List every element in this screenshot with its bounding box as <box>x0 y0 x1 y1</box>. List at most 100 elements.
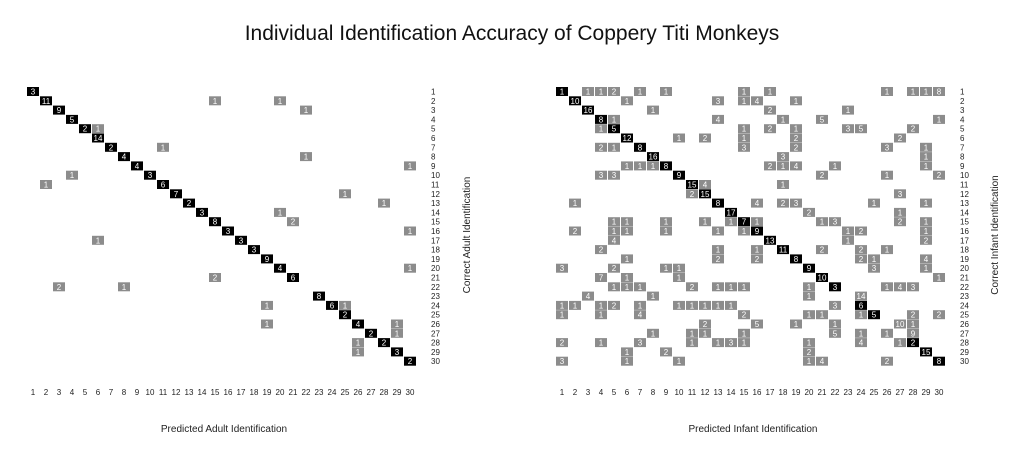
infant-cell: 2 <box>816 245 828 255</box>
infant-cell-value: 2 <box>937 311 942 320</box>
infant-cell-value: 2 <box>859 227 864 236</box>
infant-cell-value: 1 <box>560 301 565 310</box>
infant-cell: 1 <box>712 338 724 348</box>
infant-cell-value: 1 <box>820 311 825 320</box>
infant-cell-value: 3 <box>599 171 604 180</box>
adult-cell-value: 11 <box>42 97 51 106</box>
infant-cell: 1 <box>881 328 893 338</box>
infant-x-tick: 11 <box>688 388 697 397</box>
adult-x-tick: 21 <box>289 388 298 397</box>
infant-cell: 9 <box>907 328 919 338</box>
infant-cell-value: 9 <box>807 264 812 273</box>
adult-x-tick: 13 <box>185 388 194 397</box>
infant-cell: 1 <box>595 310 607 320</box>
infant-cell-rect <box>738 124 750 134</box>
infant-y-tick: 12 <box>960 190 969 199</box>
infant-cell: 1 <box>608 226 620 236</box>
infant-cell: 2 <box>855 245 867 255</box>
infant-cell-rect <box>569 96 581 106</box>
infant-cell-value: 2 <box>820 246 825 255</box>
adult-cell: 1 <box>391 319 403 329</box>
adult-cell-rect <box>391 319 403 329</box>
infant-x-tick: 18 <box>779 388 788 397</box>
infant-cell-value: 1 <box>924 153 929 162</box>
infant-cell-rect <box>608 124 620 134</box>
infant-cell: 1 <box>673 133 685 143</box>
adult-cell-rect <box>53 282 65 292</box>
infant-cell-rect <box>621 356 633 366</box>
infant-cell: 2 <box>855 254 867 264</box>
infant-cell: 1 <box>556 300 568 310</box>
infant-x-tick: 22 <box>831 388 840 397</box>
adult-cell-value: 2 <box>369 329 374 338</box>
infant-cell: 10 <box>569 96 581 106</box>
infant-cell-rect <box>699 189 711 199</box>
adult-cell: 1 <box>157 142 169 152</box>
adult-cell-value: 1 <box>70 171 75 180</box>
infant-cell-value: 4 <box>703 181 708 190</box>
infant-cell: 3 <box>556 356 568 366</box>
infant-cell: 1 <box>712 245 724 255</box>
infant-cell-value: 9 <box>677 171 682 180</box>
infant-cell-rect <box>712 245 724 255</box>
infant-cell-value: 1 <box>703 329 708 338</box>
infant-cell-value: 1 <box>651 106 656 115</box>
infant-cell-rect <box>699 300 711 310</box>
infant-cell-rect <box>699 180 711 189</box>
infant-cell-value: 15 <box>922 348 931 357</box>
infant-cell-rect <box>621 217 633 227</box>
infant-x-axis-label: Predicted Infant Identification <box>689 424 818 435</box>
adult-cell-rect <box>105 142 117 152</box>
infant-cell-rect <box>712 96 724 106</box>
adult-cell: 1 <box>92 124 104 134</box>
adult-cell-rect <box>352 319 364 329</box>
adult-cell-rect <box>391 347 403 357</box>
infant-cell: 1 <box>569 300 581 310</box>
infant-cell-rect <box>699 328 711 338</box>
adult-cell-rect <box>144 170 156 180</box>
adult-cell-rect <box>209 273 221 282</box>
infant-y-tick: 27 <box>960 329 969 338</box>
infant-cell: 16 <box>582 105 594 115</box>
infant-cell: 1 <box>803 310 815 320</box>
infant-y-tick: 6 <box>960 134 965 143</box>
infant-y-tick: 16 <box>960 227 969 236</box>
infant-cell: 1 <box>621 96 633 106</box>
infant-cell-rect <box>647 291 659 301</box>
infant-cell-rect <box>686 338 698 348</box>
adult-cell: 1 <box>274 207 286 217</box>
infant-x-tick: 26 <box>883 388 892 397</box>
infant-cell-rect <box>764 87 776 96</box>
adult-cell-value: 3 <box>148 171 153 180</box>
adult-y-tick: 22 <box>431 283 440 292</box>
infant-cell-rect <box>738 87 750 96</box>
infant-cell-rect <box>595 114 607 124</box>
adult-cell-value: 1 <box>395 320 400 329</box>
infant-cell: 15 <box>699 189 711 199</box>
infant-y-tick: 9 <box>960 162 965 171</box>
infant-x-tick: 6 <box>625 388 630 397</box>
adult-x-tick: 3 <box>57 388 62 397</box>
infant-cell-rect <box>738 310 750 320</box>
infant-cell-rect <box>634 87 646 96</box>
infant-cell-rect <box>608 235 620 245</box>
infant-cell-value: 1 <box>664 227 669 236</box>
infant-cell-value: 2 <box>911 311 916 320</box>
infant-cell-rect <box>634 338 646 348</box>
infant-cell-rect <box>881 356 893 366</box>
infant-cell: 3 <box>608 170 620 180</box>
adult-cell-value: 5 <box>70 115 75 124</box>
infant-cell-value: 8 <box>599 115 604 124</box>
infant-cell-value: 2 <box>885 357 890 366</box>
infant-cell: 2 <box>764 124 776 134</box>
infant-y-tick: 20 <box>960 264 969 273</box>
infant-cell-rect <box>855 291 867 301</box>
infant-cell: 1 <box>556 87 568 97</box>
infant-cell-rect <box>816 273 828 282</box>
infant-cell: 1 <box>712 282 724 292</box>
adult-cell-value: 2 <box>408 357 413 366</box>
infant-cell: 2 <box>699 319 711 329</box>
infant-cell: 4 <box>855 338 867 348</box>
adult-y-tick: 6 <box>431 134 436 143</box>
infant-cell: 1 <box>660 226 672 236</box>
